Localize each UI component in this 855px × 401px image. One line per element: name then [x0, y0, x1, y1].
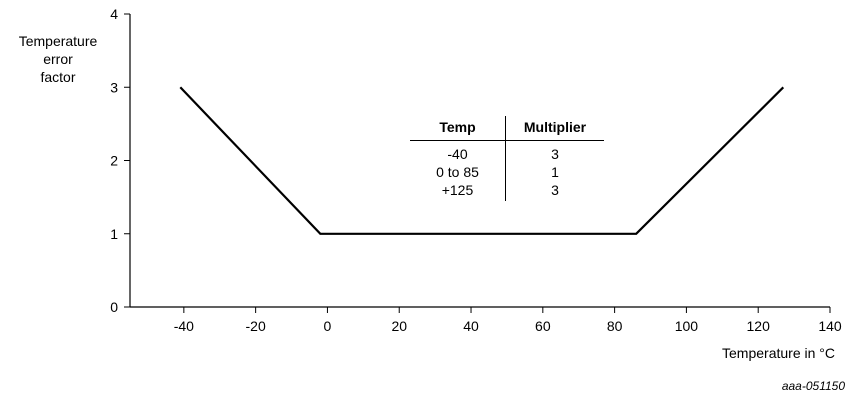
figure-id: aaa-051150 — [781, 379, 845, 393]
x-tick-label: 40 — [463, 318, 479, 334]
table-row: +125 3 — [410, 181, 604, 201]
x-tick-label: 0 — [324, 318, 332, 334]
table-cell-temp: +125 — [410, 181, 506, 201]
multiplier-table: Temp Multiplier -40 3 0 to 85 1 +125 3 — [410, 116, 604, 201]
table-header-temp: Temp — [410, 116, 506, 141]
x-tick-label: 20 — [391, 318, 407, 334]
y-tick-label: 1 — [110, 226, 118, 242]
y-axis-label-line: Temperature — [18, 33, 98, 49]
x-tick-label: 100 — [675, 318, 699, 334]
x-tick-label: 140 — [818, 318, 842, 334]
y-axis-label-line: factor — [40, 69, 76, 85]
y-tick-label: 0 — [110, 299, 118, 315]
x-axis-label: Temperature in °C — [722, 345, 835, 361]
table-cell-temp: -40 — [410, 140, 506, 163]
table-header-row: Temp Multiplier — [410, 116, 604, 141]
x-tick-label: 120 — [747, 318, 771, 334]
table-header-multiplier: Multiplier — [505, 116, 604, 141]
table-cell-multiplier: 3 — [551, 182, 559, 198]
table-row: 0 to 85 1 — [410, 163, 604, 181]
series-layer — [179, 86, 785, 235]
x-tick-label: -20 — [246, 318, 266, 334]
y-tick-label: 2 — [110, 153, 118, 169]
x-tick-label: 80 — [607, 318, 623, 334]
x-tick-label: 60 — [535, 318, 551, 334]
table-cell-multiplier: 3 — [551, 146, 559, 162]
series-line — [179, 86, 785, 235]
table-cell-multiplier: 1 — [551, 164, 559, 180]
y-axis-label-line: error — [43, 51, 73, 67]
table-cell-temp: 0 to 85 — [410, 163, 506, 181]
y-tick-label: 3 — [110, 79, 118, 95]
x-tick-label: -40 — [174, 318, 194, 334]
table-row: -40 3 — [410, 140, 604, 163]
y-tick-label: 4 — [110, 6, 118, 22]
y-axis-label: Temperature error factor — [6, 32, 110, 86]
ticks: -40 -20 0 20 40 60 80 100 120 140 0 1 2 3 4 — [110, 6, 842, 334]
